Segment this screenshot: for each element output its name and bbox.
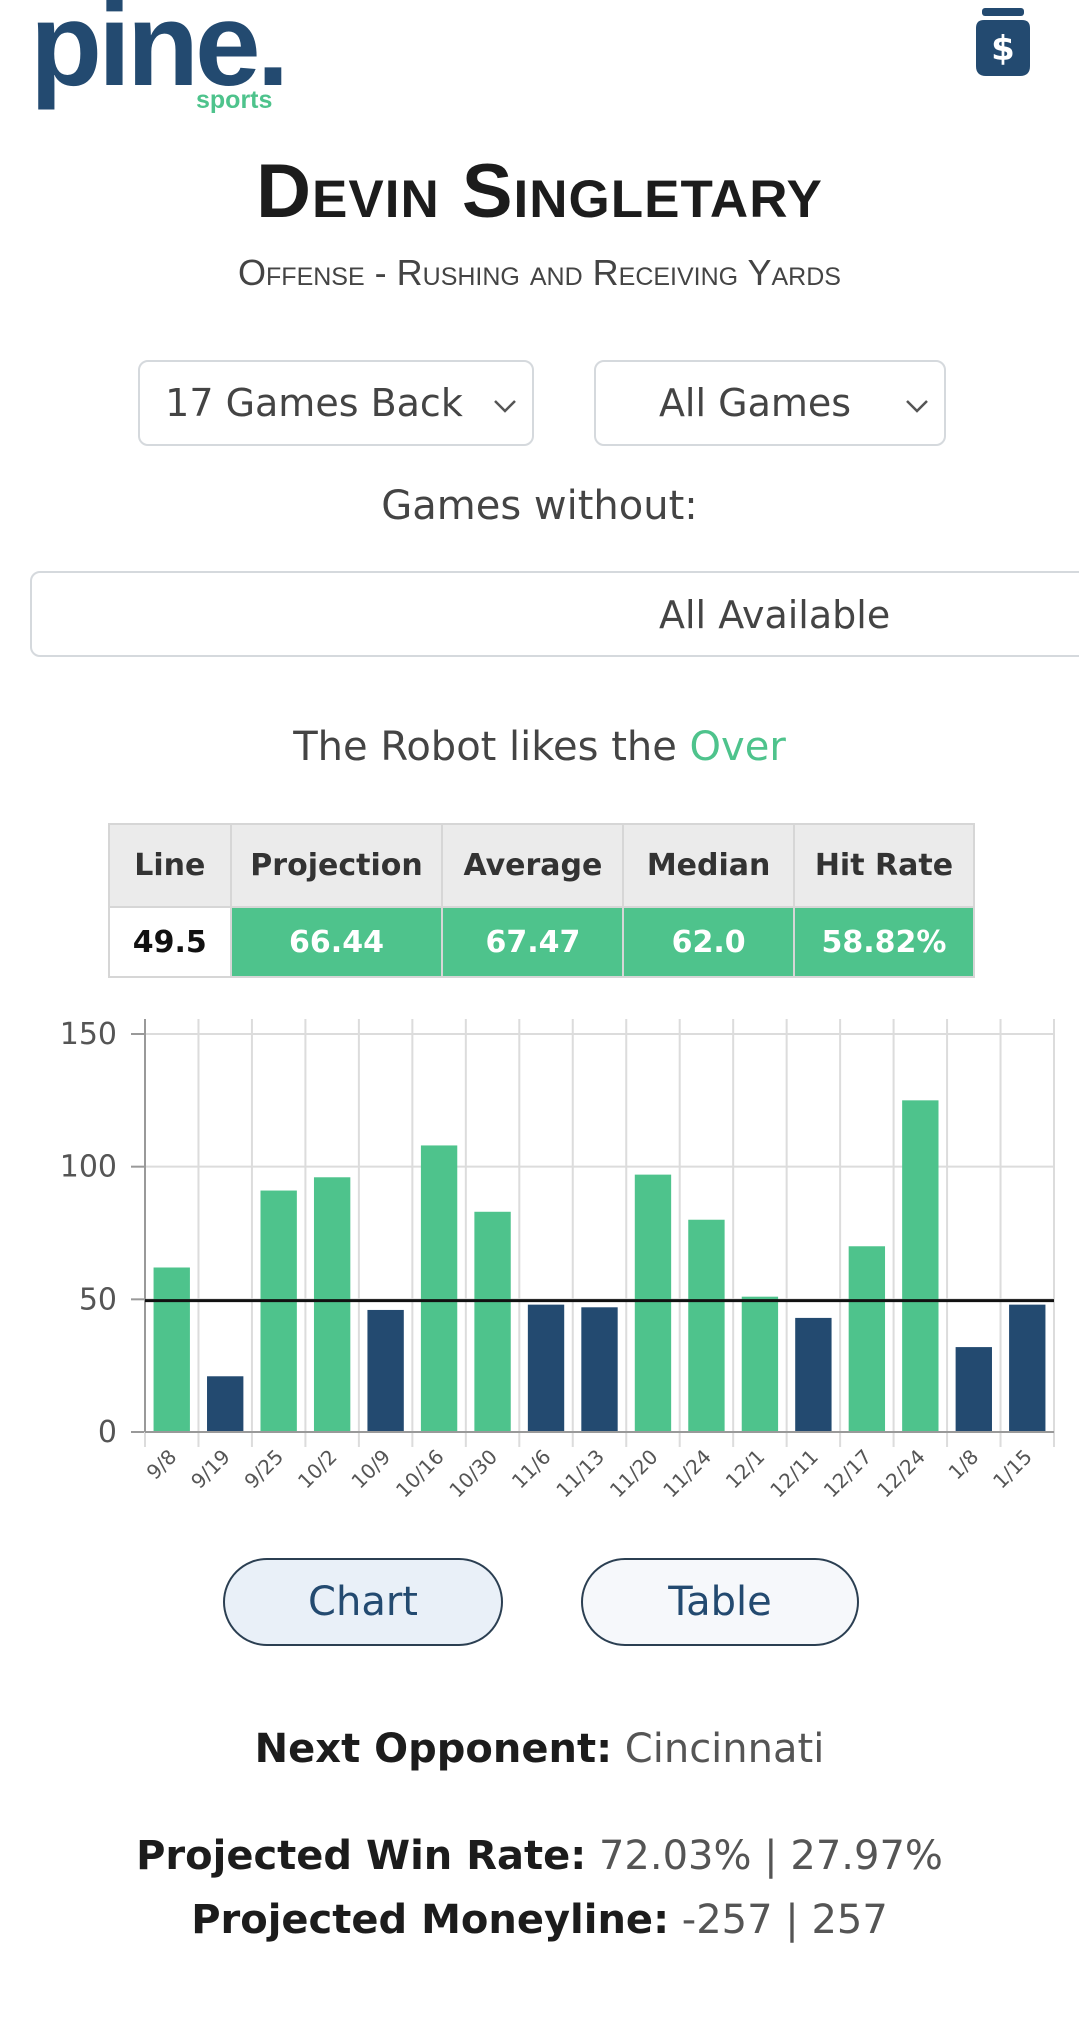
robot-pick: Over — [689, 724, 786, 770]
stats-header-row: Line Projection Average Median Hit Rate — [108, 823, 976, 908]
bar-1-15 — [1009, 1304, 1046, 1432]
x-tick-label: 12/11 — [765, 1445, 823, 1503]
y-tick-label: 150 — [60, 1017, 117, 1052]
logo-wordmark: pine. — [30, 0, 289, 111]
x-tick-label: 12/24 — [872, 1445, 930, 1503]
next-opponent: Next Opponent: Cincinnati — [0, 1726, 1079, 1772]
bar-10-2 — [313, 1177, 351, 1432]
bar-11-24 — [688, 1219, 725, 1432]
x-tick-label: 12/17 — [819, 1445, 877, 1503]
bar-10-16 — [420, 1145, 458, 1432]
x-tick-label: 9/8 — [142, 1445, 182, 1485]
x-tick-label: 10/16 — [391, 1445, 449, 1503]
games-without-value: All Available — [659, 593, 891, 637]
header-line: Line — [108, 823, 232, 908]
svg-text:$: $ — [991, 29, 1015, 69]
games-without-select[interactable]: All Available — [30, 571, 1079, 657]
bar-9-19 — [207, 1376, 244, 1432]
next-opponent-label: Next Opponent: — [254, 1726, 613, 1772]
projected-moneyline: Projected Moneyline: -257 | 257 — [0, 1897, 1079, 1943]
header-hit-rate: Hit Rate — [792, 823, 976, 908]
x-tick-label: 12/1 — [721, 1445, 770, 1494]
game-type-value: All Games — [658, 381, 852, 425]
bar-12-11 — [795, 1317, 832, 1432]
line-value: 49.5 — [108, 906, 232, 978]
median-value: 62.0 — [622, 906, 795, 978]
x-tick-label: 9/25 — [239, 1445, 288, 1494]
bar-11-20 — [634, 1174, 672, 1432]
bar-11-13 — [581, 1307, 618, 1432]
y-tick-label: 50 — [79, 1282, 117, 1317]
average-value: 67.47 — [441, 906, 625, 978]
bar-10-9 — [367, 1309, 404, 1432]
x-tick-label: 11/6 — [507, 1445, 556, 1494]
win-rate-value: 72.03% | 27.97% — [586, 1833, 943, 1879]
robot-prefix: The Robot likes the — [293, 724, 690, 770]
y-tick-label: 100 — [60, 1150, 117, 1185]
header-average: Average — [441, 823, 625, 908]
projection-value: 66.44 — [229, 906, 444, 978]
x-tick-label: 10/9 — [346, 1445, 395, 1494]
x-tick-label: 10/2 — [293, 1445, 342, 1494]
next-opponent-value: Cincinnati — [612, 1726, 825, 1772]
moneyline-label: Projected Moneyline: — [191, 1897, 670, 1943]
chevron-down-icon — [494, 400, 516, 413]
bar-12-1 — [741, 1296, 779, 1432]
x-tick-label: 1/15 — [988, 1445, 1037, 1494]
bar-11-6 — [527, 1304, 565, 1432]
header-median: Median — [622, 823, 795, 908]
bar-10-30 — [474, 1211, 511, 1432]
game-type-select[interactable]: All Games — [594, 360, 946, 446]
x-tick-label: 11/20 — [605, 1445, 663, 1503]
x-tick-label: 9/19 — [186, 1445, 235, 1494]
bar-9-8 — [153, 1267, 190, 1432]
y-tick-label: 0 — [98, 1415, 117, 1450]
bar-12-24 — [902, 1100, 939, 1432]
hit-rate-value: 58.82% — [792, 906, 976, 978]
header-projection: Projection — [229, 823, 444, 908]
bar-12-17 — [848, 1246, 886, 1432]
chevron-down-icon — [906, 400, 928, 413]
player-name: Devin Singletary — [256, 149, 823, 234]
stats-value-row: 49.5 66.44 67.47 62.0 58.82% — [108, 906, 976, 978]
pine-sports-logo[interactable]: pine. sports — [30, 0, 300, 120]
x-tick-label: 1/8 — [944, 1445, 984, 1485]
bar-1-8 — [955, 1347, 992, 1432]
games-without-label: Games without: — [381, 483, 698, 529]
games-back-value: 17 Games Back — [165, 381, 463, 425]
chart-view-button[interactable]: Chart — [223, 1558, 503, 1646]
stats-table: Line Projection Average Median Hit Rate … — [108, 823, 976, 978]
bar-9-25 — [260, 1190, 297, 1432]
robot-recommendation: The Robot likes the Over — [0, 724, 1079, 770]
games-back-select[interactable]: 17 Games Back — [138, 360, 534, 446]
x-tick-label: 11/24 — [658, 1445, 716, 1503]
moneyline-value: -257 | 257 — [669, 1897, 888, 1943]
table-view-button[interactable]: Table — [581, 1558, 859, 1646]
money-bag-icon[interactable]: $ — [976, 8, 1030, 76]
logo-subtitle: sports — [196, 86, 273, 114]
win-rate-label: Projected Win Rate: — [136, 1833, 587, 1879]
projected-win-rate: Projected Win Rate: 72.03% | 27.97% — [0, 1833, 1079, 1879]
x-tick-label: 10/30 — [444, 1445, 502, 1503]
x-tick-label: 11/13 — [551, 1445, 609, 1503]
stat-category: Offense - Rushing and Receiving Yards — [238, 252, 841, 293]
